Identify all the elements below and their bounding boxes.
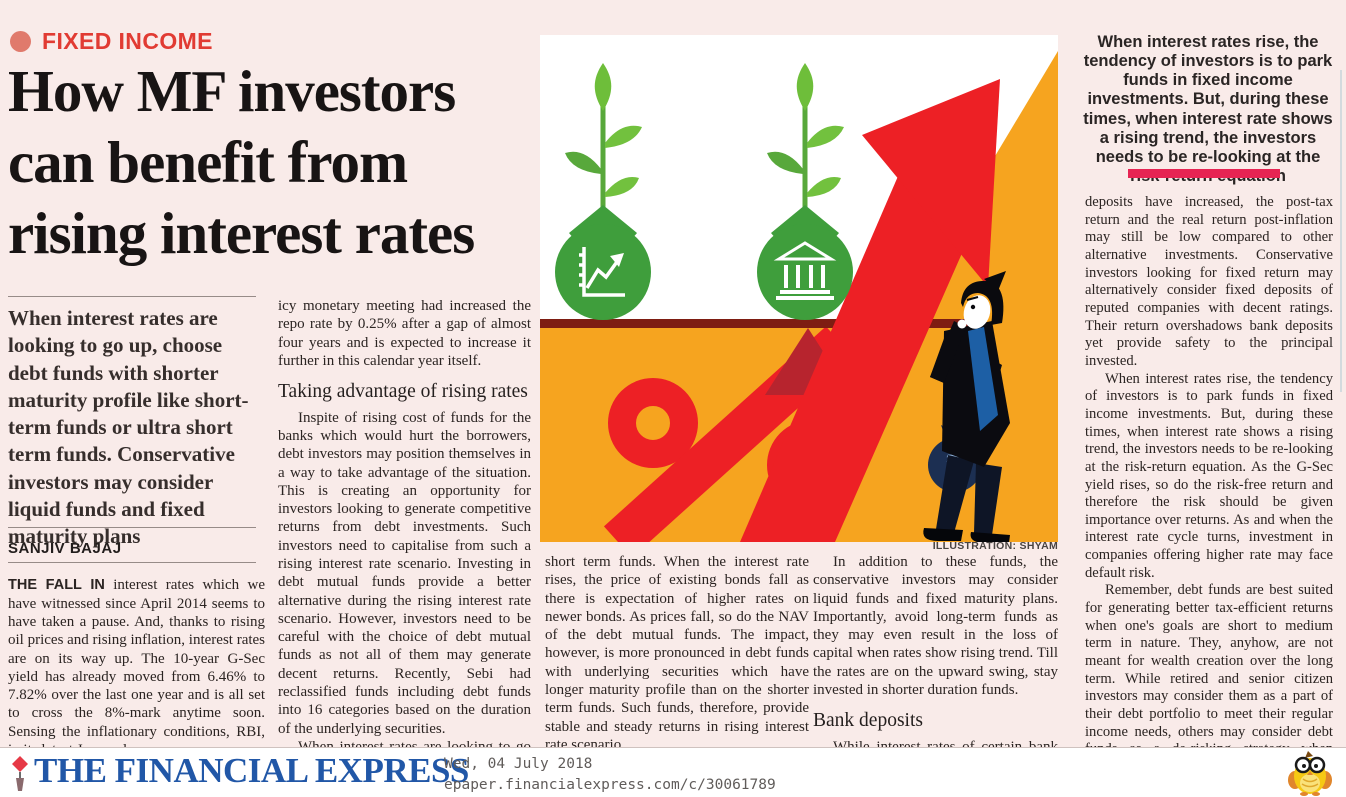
bank-fund-bag [757,63,853,320]
bank-icon [773,241,837,300]
man-leg [936,455,974,533]
footer-bar: THE FINANCIAL EXPRESS Wed, 04 July 2018 … [0,747,1346,797]
page-title: How MF investors can benefit from rising… [8,58,475,266]
leaf-icon [807,125,844,148]
bag-body [757,224,853,320]
man-forearm [930,321,966,383]
article-illustration: ₹ [540,35,1058,542]
rising-arrow-icon [740,79,1000,542]
leaf-icon [605,125,642,148]
leaf-icon [807,177,841,197]
leaf-icon [796,63,814,111]
section-subhead: Taking advantage of rising rates [278,381,528,403]
thinking-man: ₹ [923,271,1010,542]
publication-date: Wed, 04 July 2018 [444,756,593,772]
paragraph: deposits have increased, the post-tax re… [1085,194,1333,369]
masthead-title: THE FINANCIAL EXPRESS [34,751,469,790]
man-eye [970,304,976,310]
leaf-icon [767,151,803,174]
man-leg [974,463,1002,535]
section-subhead: Bank deposits [813,710,923,732]
divider [8,296,256,297]
paragraph: When interest rates rise, the tendency o… [1085,370,1333,581]
paragraph: THE FALL IN interest rates which we have… [8,576,265,759]
owl-mascot-icon [1288,751,1332,796]
man-hair [961,280,1004,325]
paragraph-text: interest rates which we have witnessed s… [8,577,266,758]
man-hair-quiff [984,271,1006,291]
illustration-canvas: ₹ [540,35,1058,542]
paragraph: icy monetary meeting had increased the r… [278,298,531,369]
body-column-5: deposits have increased, the post-tax re… [1085,194,1333,795]
body-column-1: THE FALL IN interest rates which we have… [8,576,265,759]
pull-quote-underline [1128,169,1280,178]
body-column-4: In addition to these funds, the conserva… [813,553,1058,774]
paragraph: short term funds. When the interest rate… [545,554,809,753]
divider [8,527,256,528]
man-shoe [970,532,1010,542]
man-eyebrow [966,296,979,301]
leaf-icon [594,63,612,111]
kicker: FIXED INCOME [10,28,213,55]
body-column-2: icy monetary meeting had increased the r… [278,297,531,793]
footer-meta: Wed, 04 July 2018 epaper.financialexpres… [444,754,776,796]
chart-icon [579,247,625,297]
divider [8,562,256,563]
lead-in: THE FALL IN [8,577,105,593]
kicker-label: FIXED INCOME [42,28,213,54]
standfirst: When interest rates are looking to go up… [8,306,249,549]
masthead-logo-icon [12,756,28,791]
byline: SANJIV BAJAJ [8,540,122,557]
epaper-url: epaper.financialexpress.com/c/30061789 [444,777,776,794]
man-shirt [968,327,998,431]
pull-quote: When interest rates rise, the tendency o… [1083,33,1333,185]
growth-fund-bag [555,63,651,320]
man-shoe [923,528,963,541]
illo-yellow-ground [540,51,1058,542]
kicker-dot-icon [10,31,31,52]
clipping-edge [1340,70,1342,392]
leaf-icon [565,151,601,174]
body-column-3: short term funds. When the interest rate… [545,553,809,754]
chart-arrowhead [610,253,624,267]
bag-body [555,224,651,320]
man-hand [957,319,967,329]
balance-beam [540,319,970,328]
man-face [963,295,991,329]
paragraph: In addition to these funds, the conserva… [813,554,1058,699]
illustration-credit: ILLUSTRATION: SHYAM [932,540,1058,552]
paragraph: Inspite of rising cost of funds for the … [278,409,531,737]
leaf-icon [605,177,639,197]
